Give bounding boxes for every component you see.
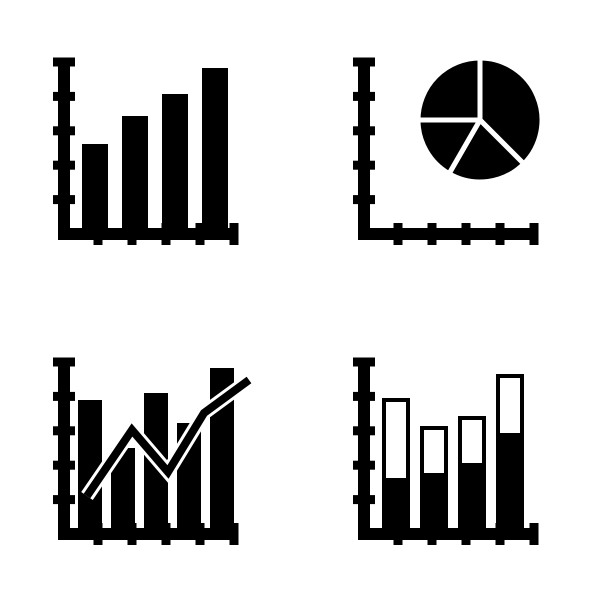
bar-chart-icon [40,40,260,260]
cell-pie-chart [300,0,600,300]
pie-chart-icon [340,40,560,260]
bar-line-chart-icon [40,340,260,560]
stacked-bar-chart-icon [340,340,560,560]
cell-bar-line-chart [0,300,300,600]
cell-bar-chart [0,0,300,300]
cell-stacked-bar-chart [300,300,600,600]
chart-icon-grid [0,0,600,600]
